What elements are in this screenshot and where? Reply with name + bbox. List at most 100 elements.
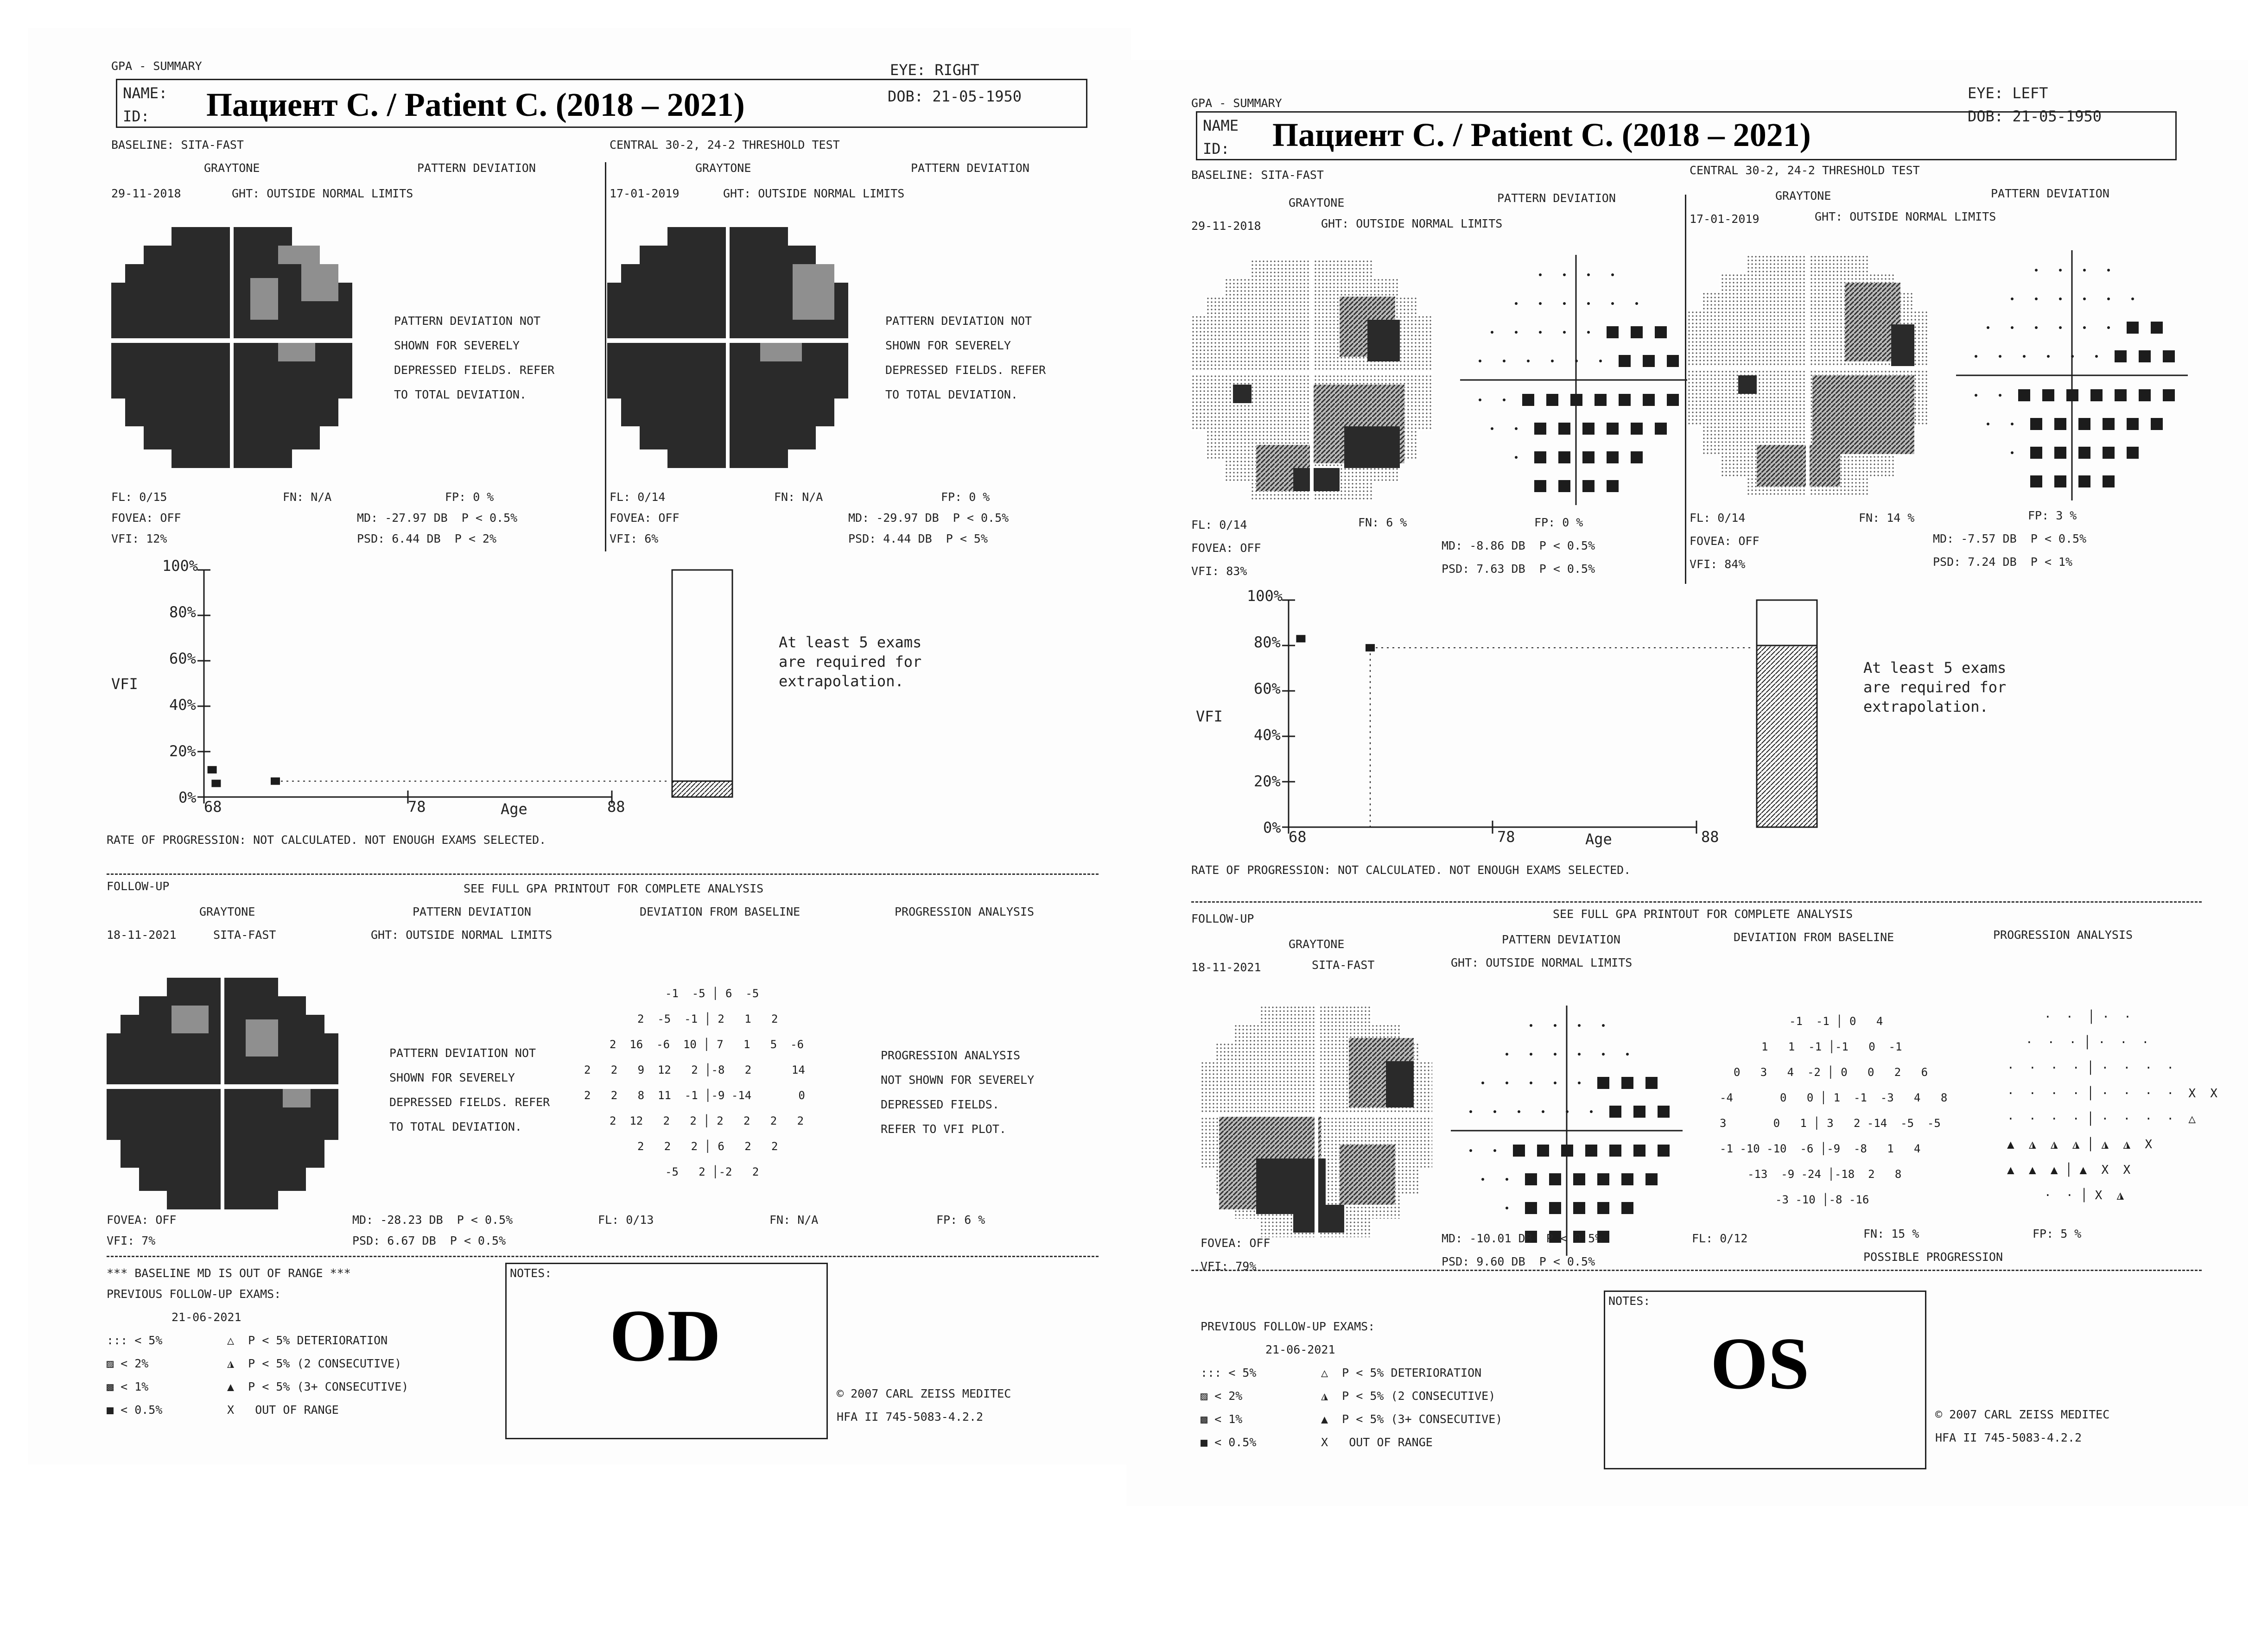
probability-dot <box>1975 355 1977 358</box>
probability-dot <box>1539 273 1542 276</box>
probability-symbol <box>2151 418 2163 430</box>
previous-exams-label: PREVIOUS FOLLOW-UP EXAMS: <box>107 1287 281 1301</box>
baseline-label: BASELINE: SITA-FAST <box>111 138 244 152</box>
legend-item: △ P < 5% DETERIORATION <box>1321 1366 1482 1379</box>
legend-item: △ P < 5% DETERIORATION <box>227 1334 388 1347</box>
section-divider <box>1191 901 2202 903</box>
rate-of-progression: RATE OF PROGRESSION: NOT CALCULATED. NOT… <box>1191 863 1631 877</box>
probability-symbol <box>1609 1145 1621 1157</box>
legend-item: X OUT OF RANGE <box>1321 1436 1433 1449</box>
pd-note: PATTERN DEVIATION NOT SHOWN FOR SEVERELY … <box>389 1046 550 1133</box>
vfi-value: VFI: 83% <box>1191 564 1247 578</box>
psd-value: PSD: 6.67 DB P < 0.5% <box>352 1234 506 1247</box>
probability-dot <box>1987 423 1989 425</box>
probability-dot <box>2095 355 2098 358</box>
probability-dot <box>1481 1082 1484 1084</box>
ght-result: GHT: OUTSIDE NORMAL LIMITS <box>1451 956 1633 969</box>
probability-symbol <box>1658 1106 1670 1118</box>
probability-symbol <box>1597 1173 1609 1185</box>
probability-dot <box>1578 1053 1581 1056</box>
probability-symbol <box>1585 1145 1597 1157</box>
tick-label: 20% <box>1254 772 1281 790</box>
probability-symbol <box>1645 1173 1658 1185</box>
probability-dot <box>1503 399 1506 401</box>
probability-dot <box>1563 302 1566 305</box>
probability-dot <box>1518 1110 1520 1113</box>
probability-dot <box>1563 273 1566 276</box>
legend-item: ▨ < 2% <box>1201 1389 1243 1403</box>
probability-symbol <box>1667 355 1679 367</box>
probability-symbol <box>2018 389 2030 401</box>
probability-symbol <box>1655 326 1667 338</box>
fovea: FOVEA: OFF <box>1191 541 1261 555</box>
probability-dot <box>1515 302 1518 305</box>
probability-symbol <box>1619 355 1631 367</box>
probability-dot <box>1587 302 1590 305</box>
probability-symbol <box>1658 1145 1670 1157</box>
probability-symbol <box>1537 1145 1549 1157</box>
vfi-point <box>207 766 217 774</box>
probability-symbol <box>1522 394 1534 406</box>
probability-dot <box>1587 331 1590 334</box>
probability-symbol <box>1597 1231 1609 1243</box>
probability-dot <box>2059 326 2062 329</box>
exam-divider <box>1685 195 1686 584</box>
followup-label: FOLLOW-UP <box>107 879 170 893</box>
probability-symbol <box>1667 394 1679 406</box>
probability-symbol <box>1607 423 1619 435</box>
false-pos: FP: 0 % <box>941 490 990 504</box>
probability-symbol <box>2054 475 2066 487</box>
exam-date: 18-11-2021 <box>107 928 177 942</box>
probability-dot <box>1515 456 1518 459</box>
legend-item: ■ < 0.5% <box>1201 1436 1257 1449</box>
false-neg: FN: 14 % <box>1859 511 1915 525</box>
graytone-label: GRAYTONE <box>199 905 255 918</box>
probability-symbol <box>1558 423 1570 435</box>
false-pos: FP: 6 % <box>936 1213 985 1227</box>
pattern-deviation-plot <box>1451 1006 1683 1256</box>
probability-dot <box>2107 269 2110 272</box>
see-full-note: SEE FULL GPA PRINTOUT FOR COMPLETE ANALY… <box>464 882 764 895</box>
mean-deviation: MD: -8.86 DB P < 0.5% <box>1442 539 1595 552</box>
legend-item: ◮ P < 5% (2 CONSECUTIVE) <box>1321 1389 1496 1403</box>
section-divider <box>107 873 1099 875</box>
probability-dot <box>1506 1207 1508 1209</box>
previous-exams-label: PREVIOUS FOLLOW-UP EXAMS: <box>1201 1320 1375 1333</box>
probability-dot <box>1542 1110 1544 1113</box>
pattern-label: PATTERN DEVIATION <box>413 905 531 918</box>
probability-dot <box>1491 427 1493 430</box>
probability-symbol <box>1633 1106 1645 1118</box>
patient-name: Пациент С. / Patient C. (2018 – 2021) <box>1272 116 1811 153</box>
previous-exam-date: 21-06-2021 <box>172 1310 241 1324</box>
probability-dot <box>2083 326 2086 329</box>
probability-dot <box>2083 269 2086 272</box>
probability-symbol <box>2127 447 2139 459</box>
probability-dot <box>2071 355 2074 358</box>
patient-box <box>116 79 1087 128</box>
probability-symbol <box>1597 1202 1609 1214</box>
progression-note: PROGRESSION ANALYSIS NOT SHOWN FOR SEVERE… <box>881 1049 1035 1136</box>
probability-dot <box>1481 1178 1484 1181</box>
probability-dot <box>2011 297 2014 300</box>
device-model: HFA II 745-5083-4.2.2 <box>837 1410 984 1424</box>
false-pos: FP: 3 % <box>2028 509 2077 522</box>
vfi-axis-label: VFI <box>1196 708 1223 725</box>
baseline-label: BASELINE: SITA-FAST <box>1191 168 1324 182</box>
tick-label: 100% <box>162 557 198 575</box>
probability-dot <box>2107 326 2110 329</box>
probability-symbol <box>2066 389 2078 401</box>
probability-dot <box>1566 1110 1569 1113</box>
legend-item: ▲ P < 5% (3+ CONSECUTIVE) <box>1321 1412 1503 1426</box>
probability-symbol <box>1633 1145 1645 1157</box>
exam-date: 17-01-2019 <box>1690 212 1760 226</box>
probability-symbol <box>1621 1202 1633 1214</box>
probability-dot <box>2059 297 2062 300</box>
probability-dot <box>1587 273 1590 276</box>
probability-symbol <box>2078 475 2090 487</box>
mean-deviation: MD: -29.97 DB P < 0.5% <box>848 511 1009 525</box>
false-neg: FN: 15 % <box>1863 1227 1919 1240</box>
probability-symbol <box>2115 389 2127 401</box>
probability-dot <box>1530 1082 1532 1084</box>
graytone-label: GRAYTONE <box>695 161 751 175</box>
report-title: GPA - SUMMARY <box>1191 96 1282 110</box>
